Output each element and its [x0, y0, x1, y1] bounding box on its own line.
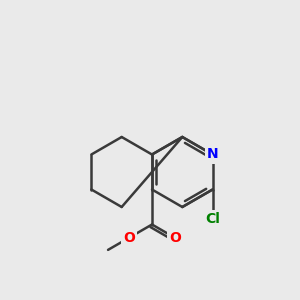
Text: O: O: [123, 231, 135, 244]
Text: Cl: Cl: [205, 212, 220, 226]
Text: N: N: [207, 148, 218, 161]
Text: O: O: [169, 231, 181, 244]
